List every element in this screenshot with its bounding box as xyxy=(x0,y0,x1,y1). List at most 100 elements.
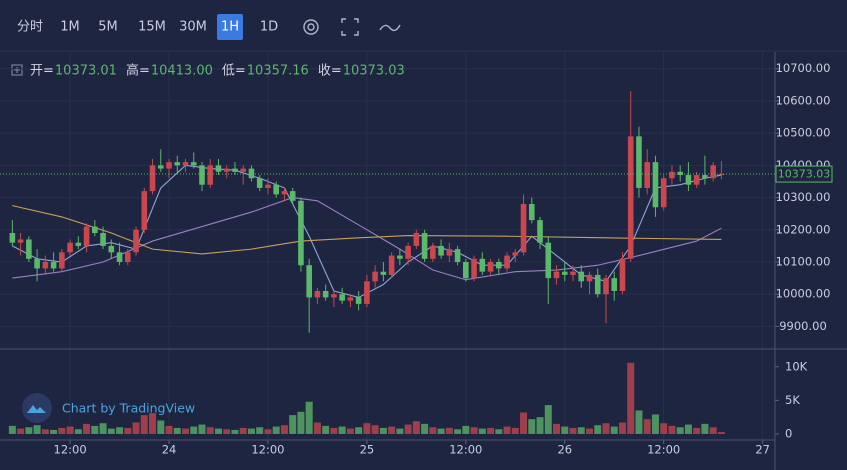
indicator-icon[interactable] xyxy=(379,24,401,32)
candle-body xyxy=(199,165,205,185)
candle-body xyxy=(446,249,453,256)
interval-button[interactable]: 1M xyxy=(60,20,80,35)
candle-body xyxy=(702,175,708,179)
ohlc-legend-value: 10373.03 xyxy=(343,64,405,79)
interval-button[interactable]: 5M xyxy=(98,20,118,35)
candle-body xyxy=(116,252,123,263)
volume-bar xyxy=(585,428,593,434)
candle-body xyxy=(157,165,164,169)
volume-y-tick-label: 5K xyxy=(785,393,800,407)
ohlc-legend-value: 10357.16 xyxy=(247,64,309,79)
volume-bar xyxy=(346,428,354,434)
volume-bar xyxy=(478,428,486,434)
candle-body xyxy=(553,271,560,279)
x-tick-label: 12:00 xyxy=(54,443,87,457)
x-tick-label: 24 xyxy=(162,443,177,457)
candle-body xyxy=(149,165,156,192)
candle-body xyxy=(174,162,181,166)
fullscreen-icon[interactable] xyxy=(341,18,359,36)
ohlc-legend-value: 10413.00 xyxy=(151,64,213,79)
volume-bar xyxy=(149,413,157,434)
volume-bar xyxy=(561,426,569,434)
volume-bar xyxy=(66,426,74,434)
ohlc-legend-label: 低= xyxy=(222,64,246,79)
candle-body xyxy=(537,220,543,243)
candle-body xyxy=(463,262,469,279)
volume-bar xyxy=(305,401,313,434)
ohlc-legend-value: 10373.01 xyxy=(55,64,117,79)
interval-button[interactable]: 分时 xyxy=(17,20,43,35)
volume-bar xyxy=(214,428,222,434)
candle-body xyxy=(265,184,271,188)
candle-body xyxy=(331,294,337,298)
x-tick-label: 12:00 xyxy=(449,443,482,457)
volume-bar xyxy=(256,427,264,434)
volume-bar xyxy=(338,426,346,434)
candle-body xyxy=(644,162,651,188)
candle-body xyxy=(388,255,395,275)
interval-button[interactable]: 1H xyxy=(221,20,239,35)
volume-bar xyxy=(487,427,495,434)
volume-bar xyxy=(404,424,412,434)
candle-body xyxy=(67,242,73,253)
candle-body xyxy=(347,297,354,301)
candle-body xyxy=(669,171,675,179)
candle-body xyxy=(660,178,667,208)
candle-body xyxy=(59,252,65,269)
volume-bar xyxy=(396,428,404,434)
candle-body xyxy=(232,168,238,172)
candle-body xyxy=(594,274,601,295)
volume-bar xyxy=(107,428,115,434)
candle-body xyxy=(26,239,32,259)
candle-body xyxy=(100,233,106,246)
volume-bar xyxy=(83,423,91,434)
candle-body xyxy=(652,162,659,208)
volume-bar xyxy=(132,422,140,434)
interval-button[interactable]: 15M xyxy=(138,20,166,35)
legend-toggle[interactable] xyxy=(11,64,23,76)
candle-body xyxy=(636,136,642,188)
candle-body xyxy=(627,136,634,259)
candle-body xyxy=(273,184,279,195)
candle-body xyxy=(545,242,552,279)
volume-bar xyxy=(445,427,453,434)
candle-body xyxy=(413,233,420,246)
volume-bar xyxy=(544,405,552,434)
volume-bar xyxy=(272,426,280,434)
volume-bar xyxy=(569,427,577,434)
candle-body xyxy=(256,178,263,188)
x-tick-label: 25 xyxy=(360,443,375,457)
candle-body xyxy=(9,233,16,243)
candle-body xyxy=(306,265,312,298)
volume-bar xyxy=(330,427,338,434)
candle-body xyxy=(372,271,378,282)
candle-body xyxy=(223,168,230,172)
volume-bar xyxy=(610,426,618,434)
interval-button[interactable]: 1D xyxy=(260,20,278,35)
volume-bar xyxy=(355,427,363,434)
volume-bar xyxy=(421,423,429,434)
volume-bar xyxy=(684,424,692,434)
x-tick-label: 26 xyxy=(557,443,572,457)
volume-bar xyxy=(454,429,462,434)
interval-button[interactable]: 30M xyxy=(179,20,207,35)
volume-bar xyxy=(536,417,544,434)
watermark[interactable]: Chart by TradingView xyxy=(22,393,195,423)
volume-bar xyxy=(594,425,602,434)
candle-body xyxy=(289,191,296,201)
volume-bar xyxy=(470,427,478,434)
volume-bar xyxy=(8,425,16,434)
volume-bar xyxy=(412,421,420,434)
candle-body xyxy=(397,255,403,259)
volume-bar xyxy=(289,415,297,434)
settings-icon[interactable] xyxy=(303,19,319,35)
volume-bar xyxy=(717,431,725,434)
ohlc-legend-label: 开= xyxy=(30,64,54,79)
candle-body xyxy=(364,281,370,304)
candle-body xyxy=(108,245,115,253)
candle-body xyxy=(487,262,494,272)
candle-body xyxy=(322,290,329,298)
volume-bar xyxy=(182,428,190,434)
candle-body xyxy=(298,200,304,266)
